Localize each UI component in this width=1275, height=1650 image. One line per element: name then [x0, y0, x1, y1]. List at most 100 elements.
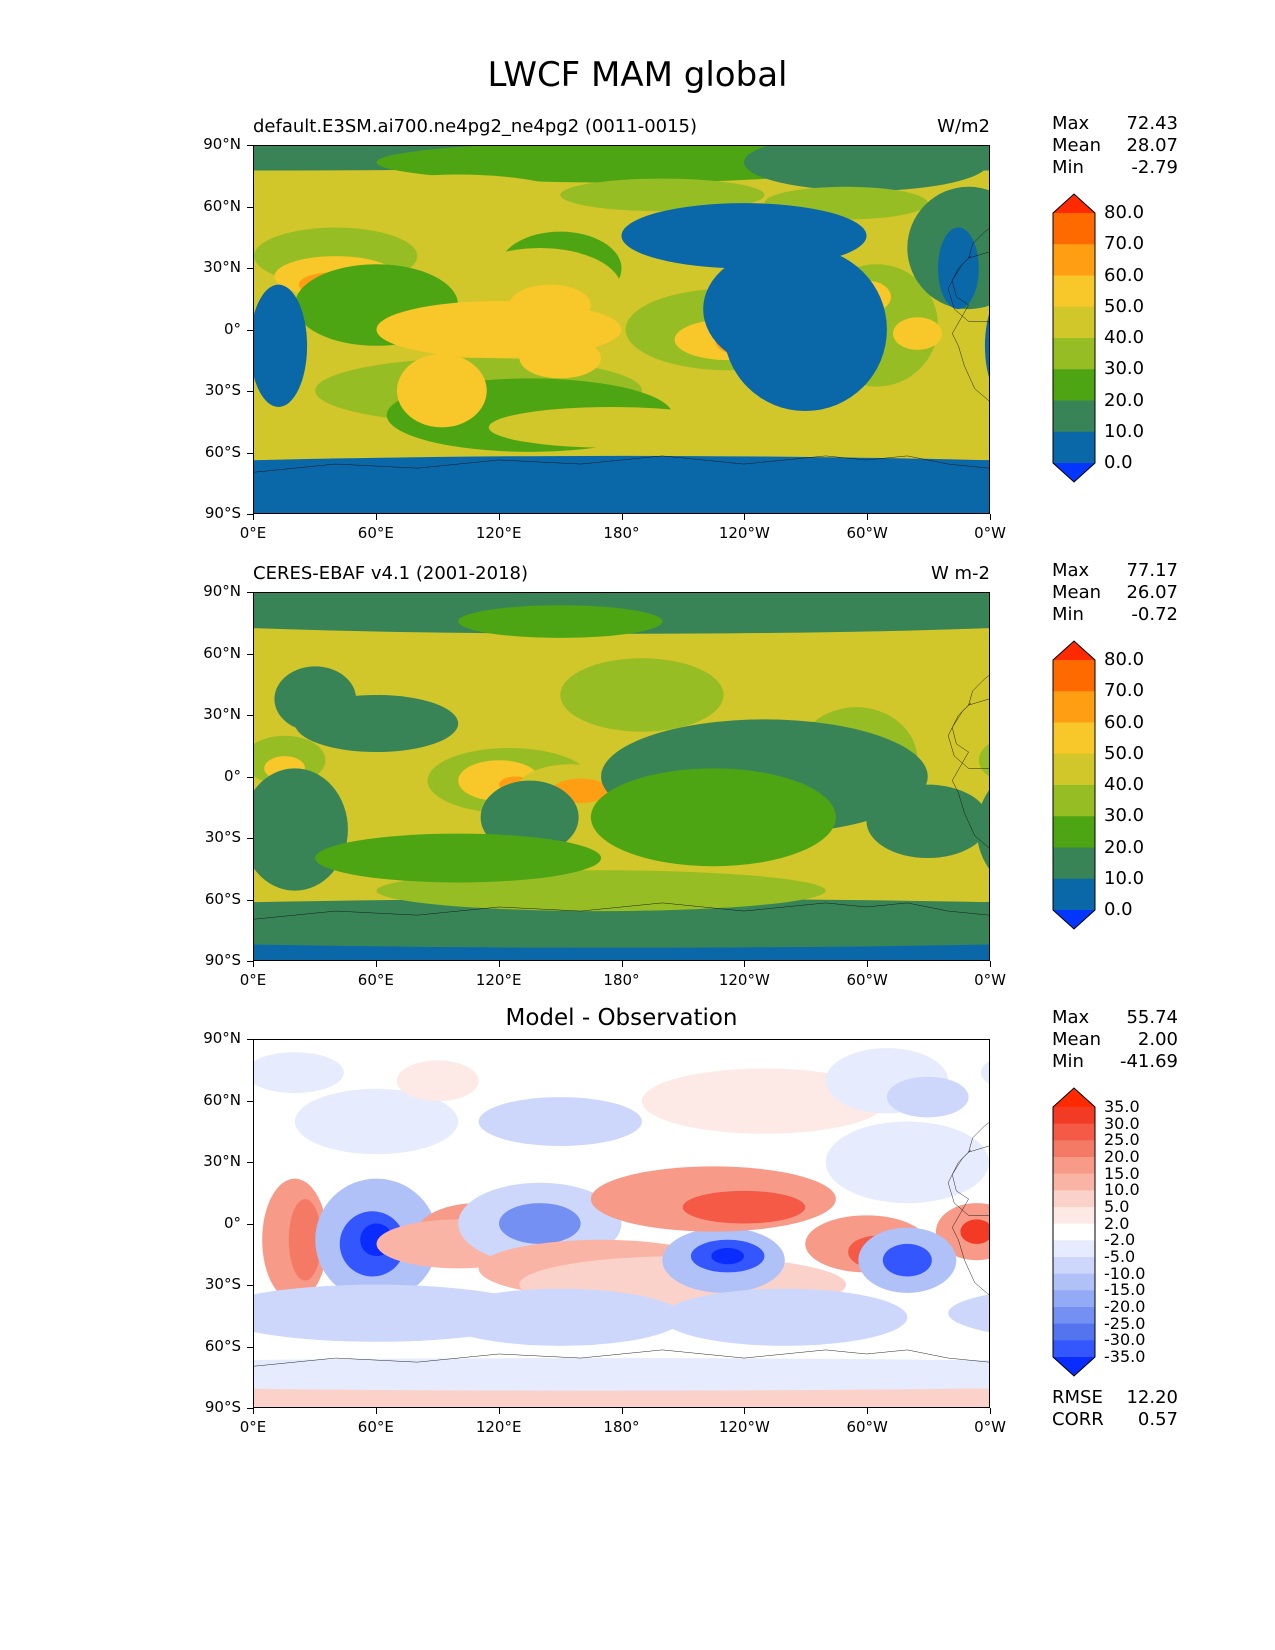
colorbar-tick-label: 80.0 — [1104, 202, 1145, 223]
y-tick-label: 90°N — [203, 135, 241, 153]
coastline — [948, 256, 989, 401]
stat-value: 55.74 — [1126, 1007, 1178, 1028]
colorbar-extend-max — [1053, 641, 1095, 660]
y-tick-mark — [247, 1100, 253, 1102]
coastline — [254, 903, 989, 919]
contour-region — [294, 1088, 459, 1155]
colorbar-segment — [1053, 878, 1095, 911]
y-tick-mark — [247, 329, 253, 331]
stat-label: Max — [1052, 1007, 1090, 1028]
y-tick-mark — [247, 452, 253, 454]
colorbar-tick-label: 10.0 — [1104, 1180, 1140, 1200]
x-tick-label: 60°E — [357, 1418, 394, 1436]
colorbar-tick-label: 70.0 — [1104, 680, 1145, 702]
x-tick-label: 120°W — [718, 1418, 770, 1436]
coastline — [969, 658, 989, 705]
contour-region — [711, 1247, 744, 1265]
colorbar-segment — [1053, 431, 1095, 464]
contour-region — [744, 146, 989, 191]
stat-row: CORR 0.57 — [1052, 1409, 1178, 1431]
stat-label: Min — [1052, 604, 1084, 625]
colorbar — [1052, 193, 1096, 483]
panel-units: W m-2 — [930, 563, 990, 584]
y-tick-mark — [247, 514, 253, 515]
contour-region — [254, 1052, 344, 1094]
y-tick-label: 90°N — [203, 582, 241, 600]
x-tick-mark — [867, 1408, 869, 1414]
x-tick-label: 120°W — [718, 971, 770, 989]
y-tick-mark — [247, 1285, 253, 1286]
x-tick-mark — [498, 514, 500, 520]
contour-region — [560, 178, 765, 212]
contour-region — [641, 1068, 887, 1134]
contour-region — [960, 1219, 989, 1244]
contour-region — [376, 146, 867, 183]
contour-region — [825, 1121, 989, 1204]
colorbar-tick-label: -5.0 — [1104, 1247, 1136, 1266]
contour-region — [882, 1243, 932, 1277]
x-tick-label: 0°W — [974, 524, 1006, 542]
stat-value: 77.17 — [1126, 560, 1178, 581]
colorbar-tick-label: -2.0 — [1104, 1230, 1136, 1250]
map-panel-1: default.E3SM.ai700.ne4pg2_ne4pg2 (0011-0… — [0, 0, 1275, 542]
stat-value: 72.43 — [1126, 113, 1178, 134]
contour-region — [621, 902, 989, 945]
colorbar-segment — [1053, 1257, 1095, 1275]
colorbar-tick-label: 20.0 — [1104, 1147, 1140, 1166]
stat-row: Min -2.79 — [1052, 157, 1178, 179]
x-tick-label: 180° — [603, 1418, 640, 1436]
panel-units: W/m2 — [937, 116, 990, 137]
contour-region — [662, 1288, 908, 1346]
colorbar-segment — [1053, 753, 1095, 786]
panel-title-left: default.E3SM.ai700.ne4pg2_ne4pg2 (0011-0… — [253, 116, 698, 137]
contour-region — [980, 1061, 989, 1084]
stat-value: -0.72 — [1131, 604, 1178, 625]
x-tick-mark — [253, 514, 254, 520]
colorbar-segment — [1053, 1140, 1095, 1158]
colorbar-segment — [1053, 1107, 1095, 1125]
contour-region — [315, 833, 602, 883]
x-tick-mark — [375, 961, 377, 967]
stat-label: Max — [1052, 560, 1090, 581]
x-tick-label: 120°W — [718, 524, 770, 542]
y-tick-mark — [247, 776, 253, 778]
colorbar-segment — [1053, 1157, 1095, 1175]
colorbar-tick-label: 30.0 — [1104, 358, 1145, 380]
colorbar-tick-label: 60.0 — [1104, 264, 1145, 286]
y-tick-label: 30°S — [204, 828, 241, 846]
colorbar-tick-label: 60.0 — [1104, 711, 1145, 733]
stat-label: Max — [1052, 113, 1090, 134]
figure-title: LWCF MAM global — [487, 55, 788, 95]
y-tick-label: 60°N — [203, 196, 241, 215]
colorbar-tick-label: -30.0 — [1104, 1330, 1146, 1350]
y-tick-mark — [247, 715, 253, 716]
colorbar-segment — [1053, 306, 1095, 339]
y-tick-mark — [247, 1346, 253, 1348]
stat-row: Mean 2.00 — [1052, 1029, 1178, 1051]
colorbar-segment — [1053, 338, 1095, 370]
x-tick-label: 120°E — [475, 1418, 522, 1436]
x-tick-label: 60°E — [357, 971, 394, 989]
x-tick-mark — [990, 961, 991, 967]
coastline — [254, 1350, 989, 1366]
colorbar-tick-label: 80.0 — [1104, 649, 1145, 670]
stat-label: Mean — [1052, 582, 1102, 603]
x-tick-mark — [621, 514, 623, 520]
y-tick-label: 90°S — [204, 504, 241, 522]
x-tick-mark — [498, 961, 500, 967]
panel-title-left: CERES-EBAF v4.1 (2001-2018) — [253, 563, 529, 584]
colorbar-tick-label: 50.0 — [1104, 295, 1145, 317]
colorbar-tick-label: 30.0 — [1104, 1113, 1140, 1133]
colorbar-tick-label: 30.0 — [1104, 805, 1145, 827]
colorbar-segment — [1053, 1240, 1095, 1258]
colorbar — [1052, 640, 1096, 930]
map-panel-2: CERES-EBAF v4.1 (2001-2018) W m-2 90°N 60°N… — [0, 0, 1275, 989]
y-tick-label: 0° — [223, 766, 241, 785]
y-tick-mark — [247, 961, 253, 962]
colorbar-tick-label: 20.0 — [1104, 389, 1145, 411]
colorbar-segment — [1053, 1173, 1095, 1191]
contour-region — [703, 247, 867, 371]
x-tick-mark — [498, 1408, 500, 1414]
panel-stats: Max 77.17 Mean 26.07 Min -0.72 — [1052, 560, 1178, 626]
stat-value: 26.07 — [1126, 582, 1178, 603]
